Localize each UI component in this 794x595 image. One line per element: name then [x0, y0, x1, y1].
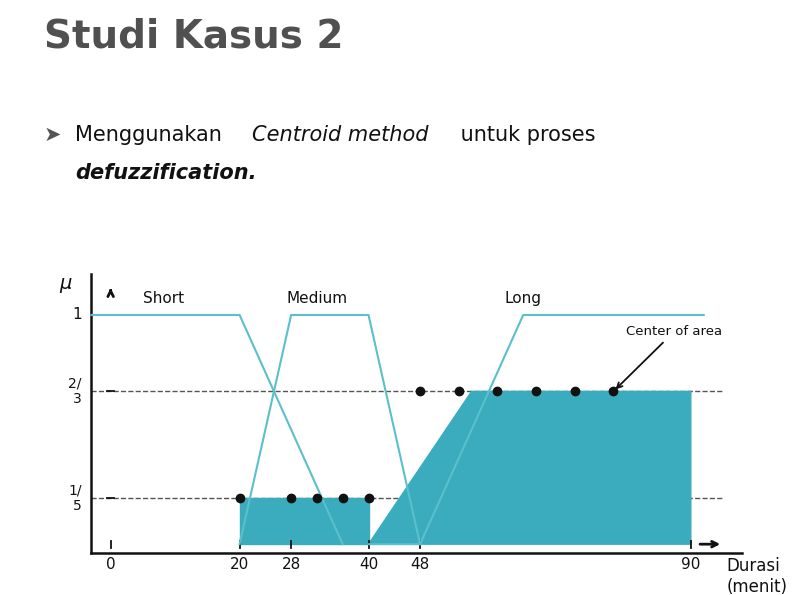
Text: Menggunakan: Menggunakan	[75, 125, 229, 145]
Text: Centroid method: Centroid method	[252, 125, 429, 145]
Text: Long: Long	[505, 291, 542, 306]
Text: defuzzification.: defuzzification.	[75, 163, 257, 183]
Text: 90: 90	[681, 557, 700, 572]
Text: Medium: Medium	[287, 291, 348, 306]
Polygon shape	[240, 499, 368, 544]
Text: Durasi
(menit): Durasi (menit)	[727, 557, 788, 595]
Polygon shape	[368, 392, 691, 544]
Text: $\mu$: $\mu$	[59, 275, 72, 295]
Text: 2/
3: 2/ 3	[68, 376, 82, 406]
Text: Short: Short	[143, 291, 184, 306]
Text: untuk proses: untuk proses	[454, 125, 596, 145]
Text: 1/
5: 1/ 5	[68, 483, 82, 513]
Text: ➤: ➤	[44, 125, 61, 145]
Text: Center of area: Center of area	[617, 325, 723, 388]
Text: 28: 28	[282, 557, 301, 572]
Text: 20: 20	[230, 557, 249, 572]
Text: 40: 40	[359, 557, 378, 572]
Text: 48: 48	[410, 557, 430, 572]
Text: 0: 0	[106, 557, 115, 572]
Text: 1: 1	[72, 308, 82, 322]
Text: Studi Kasus 2: Studi Kasus 2	[44, 18, 343, 56]
